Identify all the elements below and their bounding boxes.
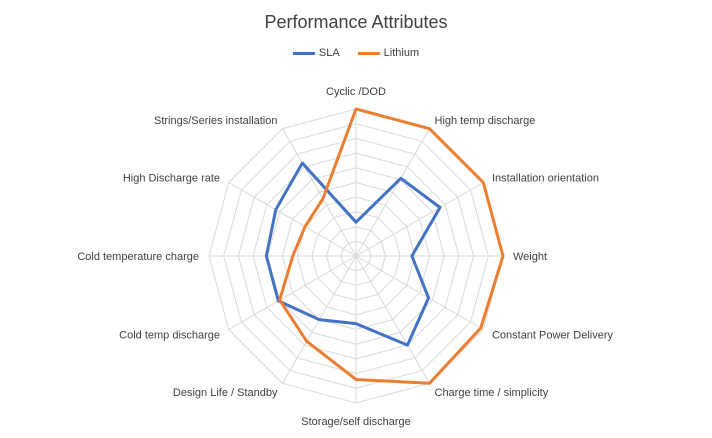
axis-spoke (355, 255, 430, 384)
category-label: Storage/self discharge (301, 416, 410, 428)
axis-spoke (282, 128, 357, 257)
legend-label-sla: SLA (318, 47, 340, 59)
axis-spoke (355, 128, 430, 257)
legend-item-lithium: Lithium (357, 47, 420, 59)
series-line-sla (264, 161, 442, 347)
legend-swatch-lithium (357, 51, 380, 55)
legend-swatch-sla (292, 51, 315, 55)
axis-spoke (355, 255, 484, 330)
axis-spoke (228, 182, 357, 257)
chart-title: Performance Attributes (264, 12, 448, 32)
axis-spoke (355, 182, 484, 257)
category-label: Charge time / simplicity (435, 387, 549, 399)
category-label: Cold temp discharge (119, 330, 220, 342)
category-label: Constant Power Delivery (492, 330, 614, 342)
legend-item-sla: SLA (292, 47, 340, 59)
series-line-lithium (278, 107, 505, 385)
chart-legend: SLA Lithium (0, 47, 712, 59)
category-label: Cyclic /DOD (326, 86, 386, 98)
category-label: Strings/Series installation (154, 115, 278, 127)
category-label: Design Life / Standby (173, 387, 278, 399)
category-label: Cold temperature charge (77, 251, 199, 263)
category-label: Weight (513, 251, 547, 263)
category-label: Installation orientation (492, 173, 599, 185)
category-label: High Discharge rate (123, 173, 220, 185)
category-label: High temp discharge (435, 115, 536, 127)
legend-label-lithium: Lithium (383, 47, 420, 59)
axis-spoke (228, 255, 357, 330)
